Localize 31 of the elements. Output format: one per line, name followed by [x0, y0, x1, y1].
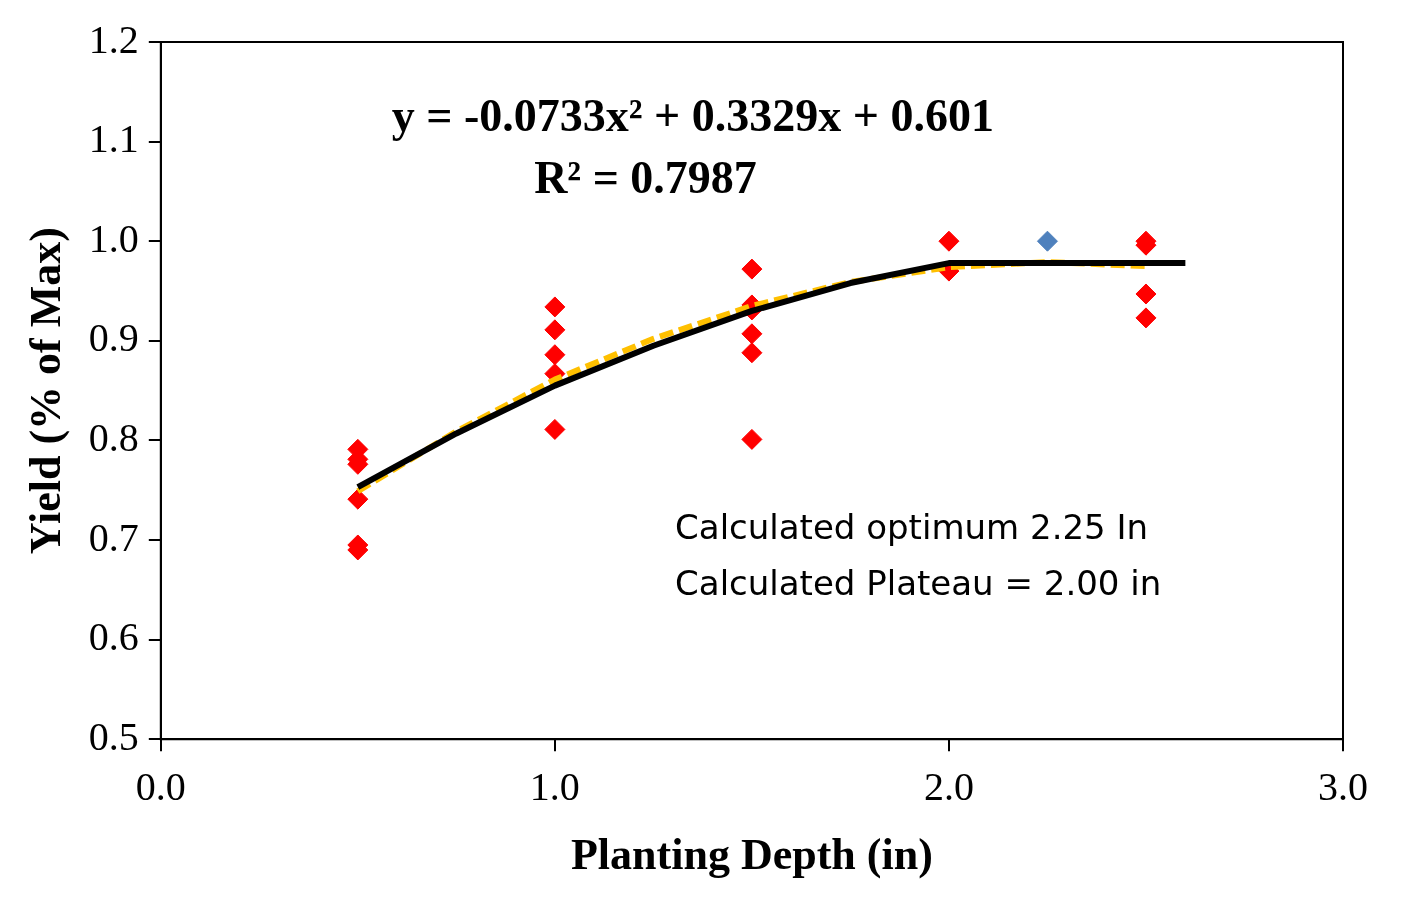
- y-tick-label: 0.6: [88, 614, 139, 660]
- point: [1036, 230, 1058, 252]
- x-axis-title: Planting Depth (in): [570, 829, 933, 879]
- y-tick-label: 1.2: [88, 16, 139, 62]
- point: [544, 418, 566, 440]
- y-tick-label: 0.5: [88, 713, 139, 759]
- y-tick-label: 1.1: [88, 116, 139, 162]
- y-tick-label: 0.9: [88, 315, 139, 361]
- point: [1135, 307, 1157, 329]
- x-tick-label: 2.0: [923, 763, 974, 809]
- point: [741, 258, 763, 280]
- point: [741, 428, 763, 450]
- point: [938, 230, 960, 252]
- point: [741, 323, 763, 345]
- annotation: y = -0.0733x² + 0.3329x + 0.601: [391, 89, 994, 141]
- point: [347, 488, 369, 510]
- annotation: Calculated Plateau = 2.00 in: [675, 562, 1162, 603]
- point: [544, 344, 566, 366]
- point: [544, 296, 566, 318]
- y-tick-label: 0.8: [88, 414, 139, 460]
- annotation: R² = 0.7987: [534, 152, 757, 204]
- point: [741, 342, 763, 364]
- annotation: Calculated optimum 2.25 In: [675, 506, 1149, 547]
- y-tick-label: 0.7: [88, 514, 139, 560]
- x-tick-label: 3.0: [1318, 763, 1368, 809]
- x-tick-label: 0.0: [135, 763, 186, 809]
- x-tick-label: 1.0: [529, 763, 580, 809]
- y-tick-label: 1.0: [88, 215, 139, 261]
- point: [544, 319, 566, 341]
- y-axis-title: Yield (% of Max): [20, 227, 70, 555]
- point: [1135, 283, 1157, 305]
